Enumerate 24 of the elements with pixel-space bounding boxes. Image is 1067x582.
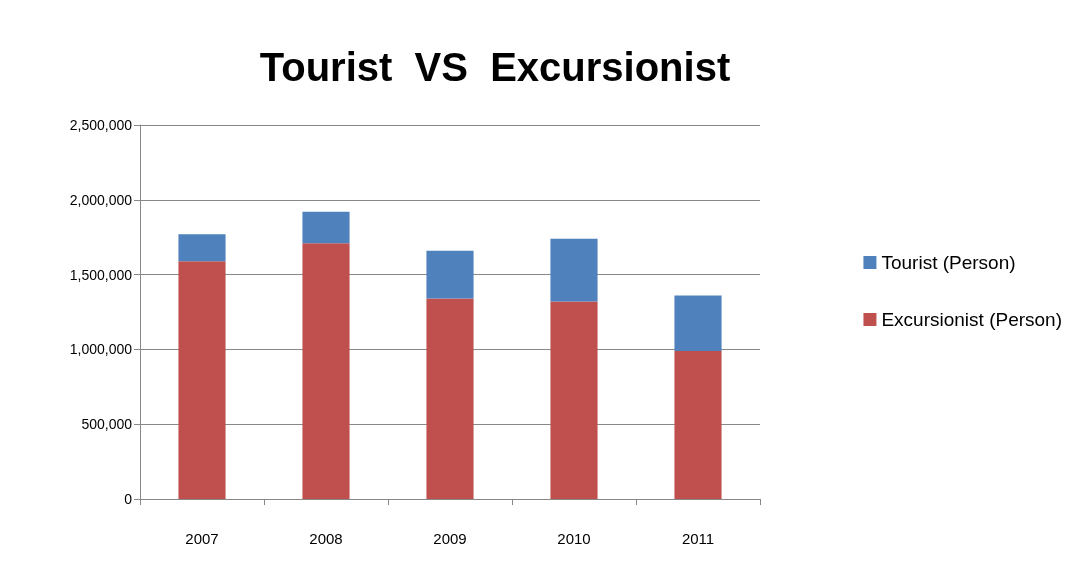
y-tick-label: 2,500,000 bbox=[69, 117, 133, 133]
bar bbox=[302, 211, 350, 244]
bar bbox=[550, 301, 598, 499]
y-tick-label: 1,500,000 bbox=[69, 266, 133, 283]
x-tick-label: 2008 bbox=[309, 530, 343, 547]
y-tick-label: 2,000,000 bbox=[69, 191, 133, 208]
y-tick-label: 1,000,000 bbox=[69, 341, 133, 358]
bar bbox=[674, 350, 722, 499]
y-tick-label: 500,000 bbox=[81, 416, 133, 433]
bar bbox=[426, 298, 474, 499]
bar bbox=[426, 250, 474, 299]
x-tick-label: 2009 bbox=[433, 530, 467, 547]
x-tick-label: 2007 bbox=[185, 530, 219, 547]
bar bbox=[674, 295, 722, 351]
y-tick-label: 0 bbox=[124, 491, 133, 507]
x-tick-label: 2011 bbox=[681, 530, 715, 547]
chart-title: Tourist VS Excursionist bbox=[259, 45, 731, 89]
bar bbox=[178, 234, 226, 262]
legend-label: Excursionist (Person) bbox=[881, 309, 1063, 330]
bar bbox=[550, 238, 598, 302]
x-tick-label: 2010 bbox=[557, 530, 591, 547]
bar bbox=[178, 261, 226, 499]
legend-label: Tourist (Person) bbox=[881, 252, 1016, 273]
bar bbox=[302, 243, 350, 499]
